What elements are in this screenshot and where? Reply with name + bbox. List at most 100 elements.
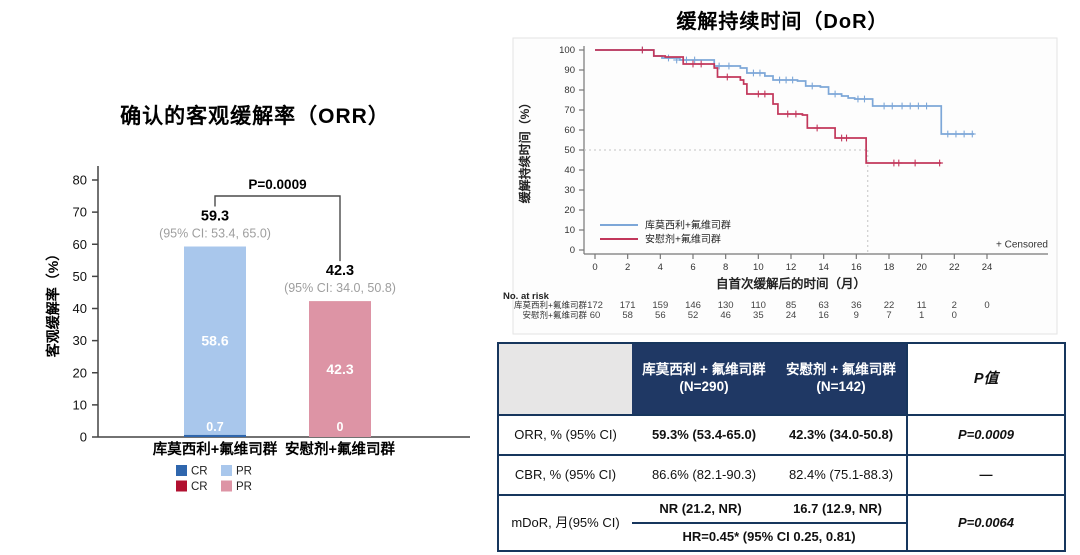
svg-text:11: 11 (917, 300, 927, 311)
svg-text:14: 14 (818, 262, 829, 273)
svg-text:60: 60 (73, 237, 87, 252)
bar-segment-PR (309, 301, 371, 437)
svg-text:100: 100 (559, 45, 575, 56)
svg-text:0: 0 (80, 430, 87, 445)
summary-header-arm1: 库莫西利 + 氟维司群 (N=290) (632, 344, 776, 414)
svg-text:20: 20 (564, 205, 575, 216)
dor-x-axis-label: 自首次缓解后的时间（月） (716, 276, 866, 291)
svg-text:63: 63 (818, 300, 829, 311)
svg-text:159: 159 (652, 300, 668, 311)
cbr-row-arm2-value: 82.4% (75.1-88.3) (776, 454, 906, 494)
svg-text:1: 1 (919, 310, 924, 321)
dor-y-axis-label: 缓解持续时间（%） (517, 97, 532, 204)
svg-text:59.3: 59.3 (201, 208, 229, 224)
svg-text:40: 40 (564, 165, 575, 176)
svg-text:9: 9 (854, 310, 859, 321)
svg-text:110: 110 (751, 300, 766, 311)
svg-text:58: 58 (622, 310, 633, 321)
orr-y-axis-label: 客观缓解率（%） (45, 247, 61, 358)
svg-text:PR: PR (236, 481, 252, 493)
orr-chart-title: 确认的客观缓解率（ORR） (120, 105, 390, 128)
svg-text:80: 80 (73, 173, 87, 188)
svg-text:36: 36 (851, 300, 862, 311)
summary-header-pvalue: P值 (906, 344, 1064, 414)
svg-text:0: 0 (570, 245, 575, 256)
svg-text:10: 10 (753, 262, 764, 273)
orr-bar-chart: 0 10 20 30 40 50 60 70 80 客观缓解率（%） 59.3 (95% CI: 53… (45, 166, 470, 493)
svg-text:24: 24 (786, 310, 797, 321)
svg-text:PR: PR (236, 466, 252, 478)
svg-text:16: 16 (851, 262, 862, 273)
svg-text:30: 30 (73, 333, 87, 348)
cbr-row-arm1-value: 86.6% (82.1-90.3) (632, 454, 776, 494)
svg-text:0: 0 (952, 310, 957, 321)
mdor-row-pvalue: P=0.0064 (906, 494, 1064, 550)
p-value-bracket (214, 195, 341, 262)
svg-text:0: 0 (337, 420, 344, 434)
km-curve (595, 49, 942, 164)
svg-text:10: 10 (73, 397, 87, 412)
summary-header-empty (499, 344, 632, 414)
bar-segment-CR (184, 434, 246, 437)
svg-text:85: 85 (786, 300, 797, 311)
svg-text:172: 172 (587, 300, 603, 311)
svg-text:(95% CI: 53.4, 65.0): (95% CI: 53.4, 65.0) (159, 226, 271, 240)
svg-text:2: 2 (625, 262, 630, 273)
svg-text:7: 7 (886, 310, 891, 321)
orr-plot-area: 0 10 20 30 40 50 60 70 80 客观缓解率（%） 59.3 (95% CI: 53… (45, 166, 470, 493)
cbr-row-pvalue: — (906, 454, 1064, 494)
orr-row-pvalue: P=0.0009 (906, 414, 1064, 454)
svg-text:50: 50 (73, 269, 87, 284)
mdor-arm2-value: 16.7 (12.9, NR) (793, 500, 882, 516)
p-value-label: P=0.0009 (248, 177, 306, 192)
mdor-hazard-ratio: HR=0.45* (95% CI 0.25, 0.81) (682, 528, 856, 544)
svg-text:42.3: 42.3 (326, 361, 353, 377)
svg-text:58.6: 58.6 (201, 333, 228, 349)
orr-row-label: ORR, % (95% CI) (499, 414, 632, 454)
svg-text:20: 20 (916, 262, 927, 273)
svg-text:库莫西利+氟维司群: 库莫西利+氟维司群 (153, 440, 278, 458)
svg-text:130: 130 (718, 300, 734, 311)
svg-text:146: 146 (685, 300, 701, 311)
svg-text:24: 24 (982, 262, 993, 273)
legend-swatch-CR (176, 465, 187, 476)
svg-text:0: 0 (592, 262, 597, 273)
legend-swatch-PR (221, 465, 232, 476)
svg-text:安慰剂+氟维司群: 安慰剂+氟维司群 (523, 310, 588, 320)
svg-text:库莫西利+氟维司群: 库莫西利+氟维司群 (514, 300, 587, 310)
svg-text:60: 60 (564, 125, 575, 136)
svg-text:4: 4 (658, 262, 663, 273)
svg-text:46: 46 (720, 310, 731, 321)
svg-text:0: 0 (984, 300, 989, 311)
orr-row-arm2-value: 42.3% (34.0-50.8) (776, 414, 906, 454)
svg-text:16: 16 (818, 310, 829, 321)
mdor-subrow-medians: NR (21.2, NR) 16.7 (12.9, NR) (632, 496, 906, 524)
orr-row-arm1-value: 59.3% (53.4-65.0) (632, 414, 776, 454)
legend-swatch-CR (176, 480, 187, 492)
svg-text:42.3: 42.3 (326, 263, 354, 279)
svg-text:70: 70 (73, 205, 87, 220)
svg-text:22: 22 (884, 300, 895, 311)
svg-text:60: 60 (590, 310, 601, 321)
bar-segment-PR (184, 246, 246, 435)
svg-text:安慰剂+氟维司群: 安慰剂+氟维司群 (645, 233, 721, 246)
svg-text:70: 70 (564, 105, 575, 116)
svg-text:80: 80 (564, 85, 575, 96)
summary-header-arm2: 安慰剂 + 氟维司群 (N=142) (776, 344, 906, 414)
svg-text:库莫西利+氟维司群: 库莫西利+氟维司群 (645, 219, 731, 232)
svg-text:56: 56 (655, 310, 666, 321)
mdor-row-values: NR (21.2, NR) 16.7 (12.9, NR) HR=0.45* (… (632, 494, 906, 550)
cbr-row-label: CBR, % (95% CI) (499, 454, 632, 494)
svg-text:安慰剂+氟维司群: 安慰剂+氟维司群 (285, 440, 395, 458)
mdor-row-label: mDoR, 月(95% CI) (499, 494, 632, 550)
svg-text:30: 30 (564, 185, 575, 196)
svg-text:35: 35 (753, 310, 764, 321)
svg-text:8: 8 (723, 262, 728, 273)
mdor-arm1-value: NR (21.2, NR) (659, 500, 742, 516)
svg-text:10: 10 (564, 225, 575, 236)
svg-text:20: 20 (73, 365, 87, 380)
svg-text:CR: CR (191, 481, 208, 493)
svg-text:90: 90 (564, 65, 575, 76)
